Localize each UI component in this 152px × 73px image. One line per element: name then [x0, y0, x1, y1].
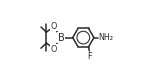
Text: O: O: [51, 45, 57, 54]
Text: F: F: [87, 52, 92, 61]
Text: B: B: [58, 33, 64, 43]
Text: O: O: [51, 22, 57, 31]
Text: NH₂: NH₂: [98, 33, 113, 42]
